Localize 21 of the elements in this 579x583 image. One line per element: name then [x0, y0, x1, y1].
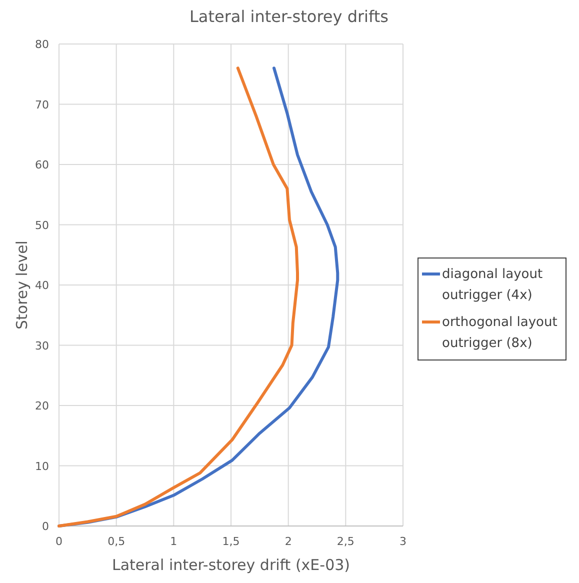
x-tick-label: 3: [400, 535, 406, 548]
x-tick-label: 2,5: [336, 535, 354, 548]
y-tick-label: 20: [35, 400, 49, 412]
x-tick-label: 1,5: [222, 535, 240, 548]
y-tick-label: 30: [35, 339, 49, 352]
y-tick-label: 40: [35, 279, 49, 292]
x-axis-title: Lateral inter-storey drift (xE-03): [112, 556, 350, 574]
x-tick-label: 0,5: [108, 535, 126, 548]
y-tick-label: 10: [35, 460, 49, 473]
y-tick-label: 60: [35, 158, 49, 172]
x-tick-label: 0: [56, 535, 62, 548]
legend-label: orthogonal layout outrigger (8x): [442, 315, 558, 351]
y-tick-label: 0: [42, 520, 49, 533]
y-tick-label: 50: [35, 218, 49, 232]
chart-title: Lateral inter-storey drifts: [190, 7, 388, 26]
x-tick-label: 2: [284, 535, 292, 548]
y-tick-label: 70: [35, 98, 49, 112]
legend-label: diagonal layout outrigger (4x): [442, 267, 543, 303]
y-axis-title: Storey level: [13, 240, 31, 330]
x-tick-label: 1: [170, 535, 178, 548]
y-tick-label: 80: [35, 38, 49, 51]
